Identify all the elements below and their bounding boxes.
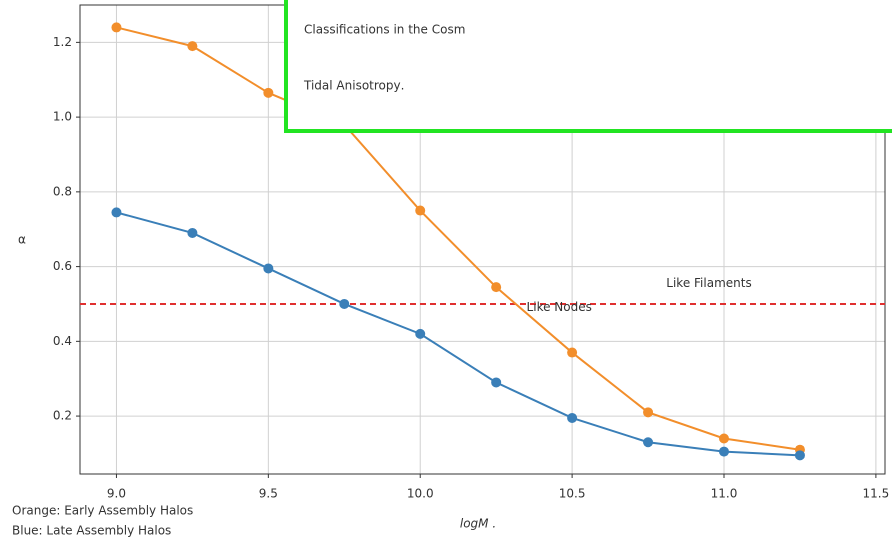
y-tick-label: 0.8 bbox=[53, 184, 72, 198]
data-point bbox=[567, 347, 578, 358]
data-point bbox=[111, 207, 122, 218]
legend-entry: Blue: Late Assembly Halos bbox=[12, 524, 171, 538]
annotation: Like Nodes bbox=[527, 300, 592, 314]
data-point bbox=[567, 412, 578, 423]
data-point bbox=[415, 205, 426, 216]
y-tick-label: 0.6 bbox=[53, 259, 72, 273]
x-tick-label: 11.0 bbox=[711, 487, 738, 501]
y-tick-label: 0.4 bbox=[53, 334, 72, 348]
x-tick-label: 10.5 bbox=[559, 487, 586, 501]
caption-period: . bbox=[401, 79, 405, 93]
caption-line: Tidal Anisotropy bbox=[303, 79, 401, 93]
data-point bbox=[491, 282, 502, 293]
data-point bbox=[263, 87, 274, 98]
caption-box bbox=[284, 0, 892, 133]
data-point bbox=[643, 407, 654, 418]
data-point bbox=[794, 450, 805, 461]
y-tick-label: 1.0 bbox=[53, 110, 72, 124]
data-point bbox=[187, 41, 198, 52]
x-tick-label: 9.0 bbox=[107, 487, 126, 501]
data-point bbox=[643, 437, 654, 448]
series-line bbox=[116, 211, 800, 457]
data-point bbox=[415, 328, 426, 339]
caption-line: Classifications in the Cosm bbox=[304, 23, 465, 37]
data-point bbox=[719, 446, 729, 457]
y-tick-label: 0.2 bbox=[53, 409, 72, 423]
x-tick-label: 9.5 bbox=[259, 487, 278, 501]
x-tick-label: 10.0 bbox=[407, 487, 434, 501]
y-tick-label: 1.2 bbox=[53, 35, 72, 49]
legend-entry: Orange: Early Assembly Halos bbox=[12, 504, 193, 518]
annotation: Like Filaments bbox=[666, 276, 751, 290]
series-line bbox=[116, 26, 801, 451]
data-point bbox=[111, 22, 122, 33]
x-axis-label: logM . bbox=[460, 517, 496, 531]
caption-overlay: Classifications in the Cosm Tidal Anisotr… bbox=[284, 0, 892, 133]
x-tick-label: 11.5 bbox=[863, 487, 890, 501]
data-point bbox=[719, 433, 729, 444]
data-point bbox=[339, 298, 350, 309]
data-point bbox=[187, 227, 198, 238]
data-point bbox=[491, 377, 502, 388]
data-point bbox=[263, 263, 274, 274]
y-axis-label: α bbox=[18, 233, 26, 247]
